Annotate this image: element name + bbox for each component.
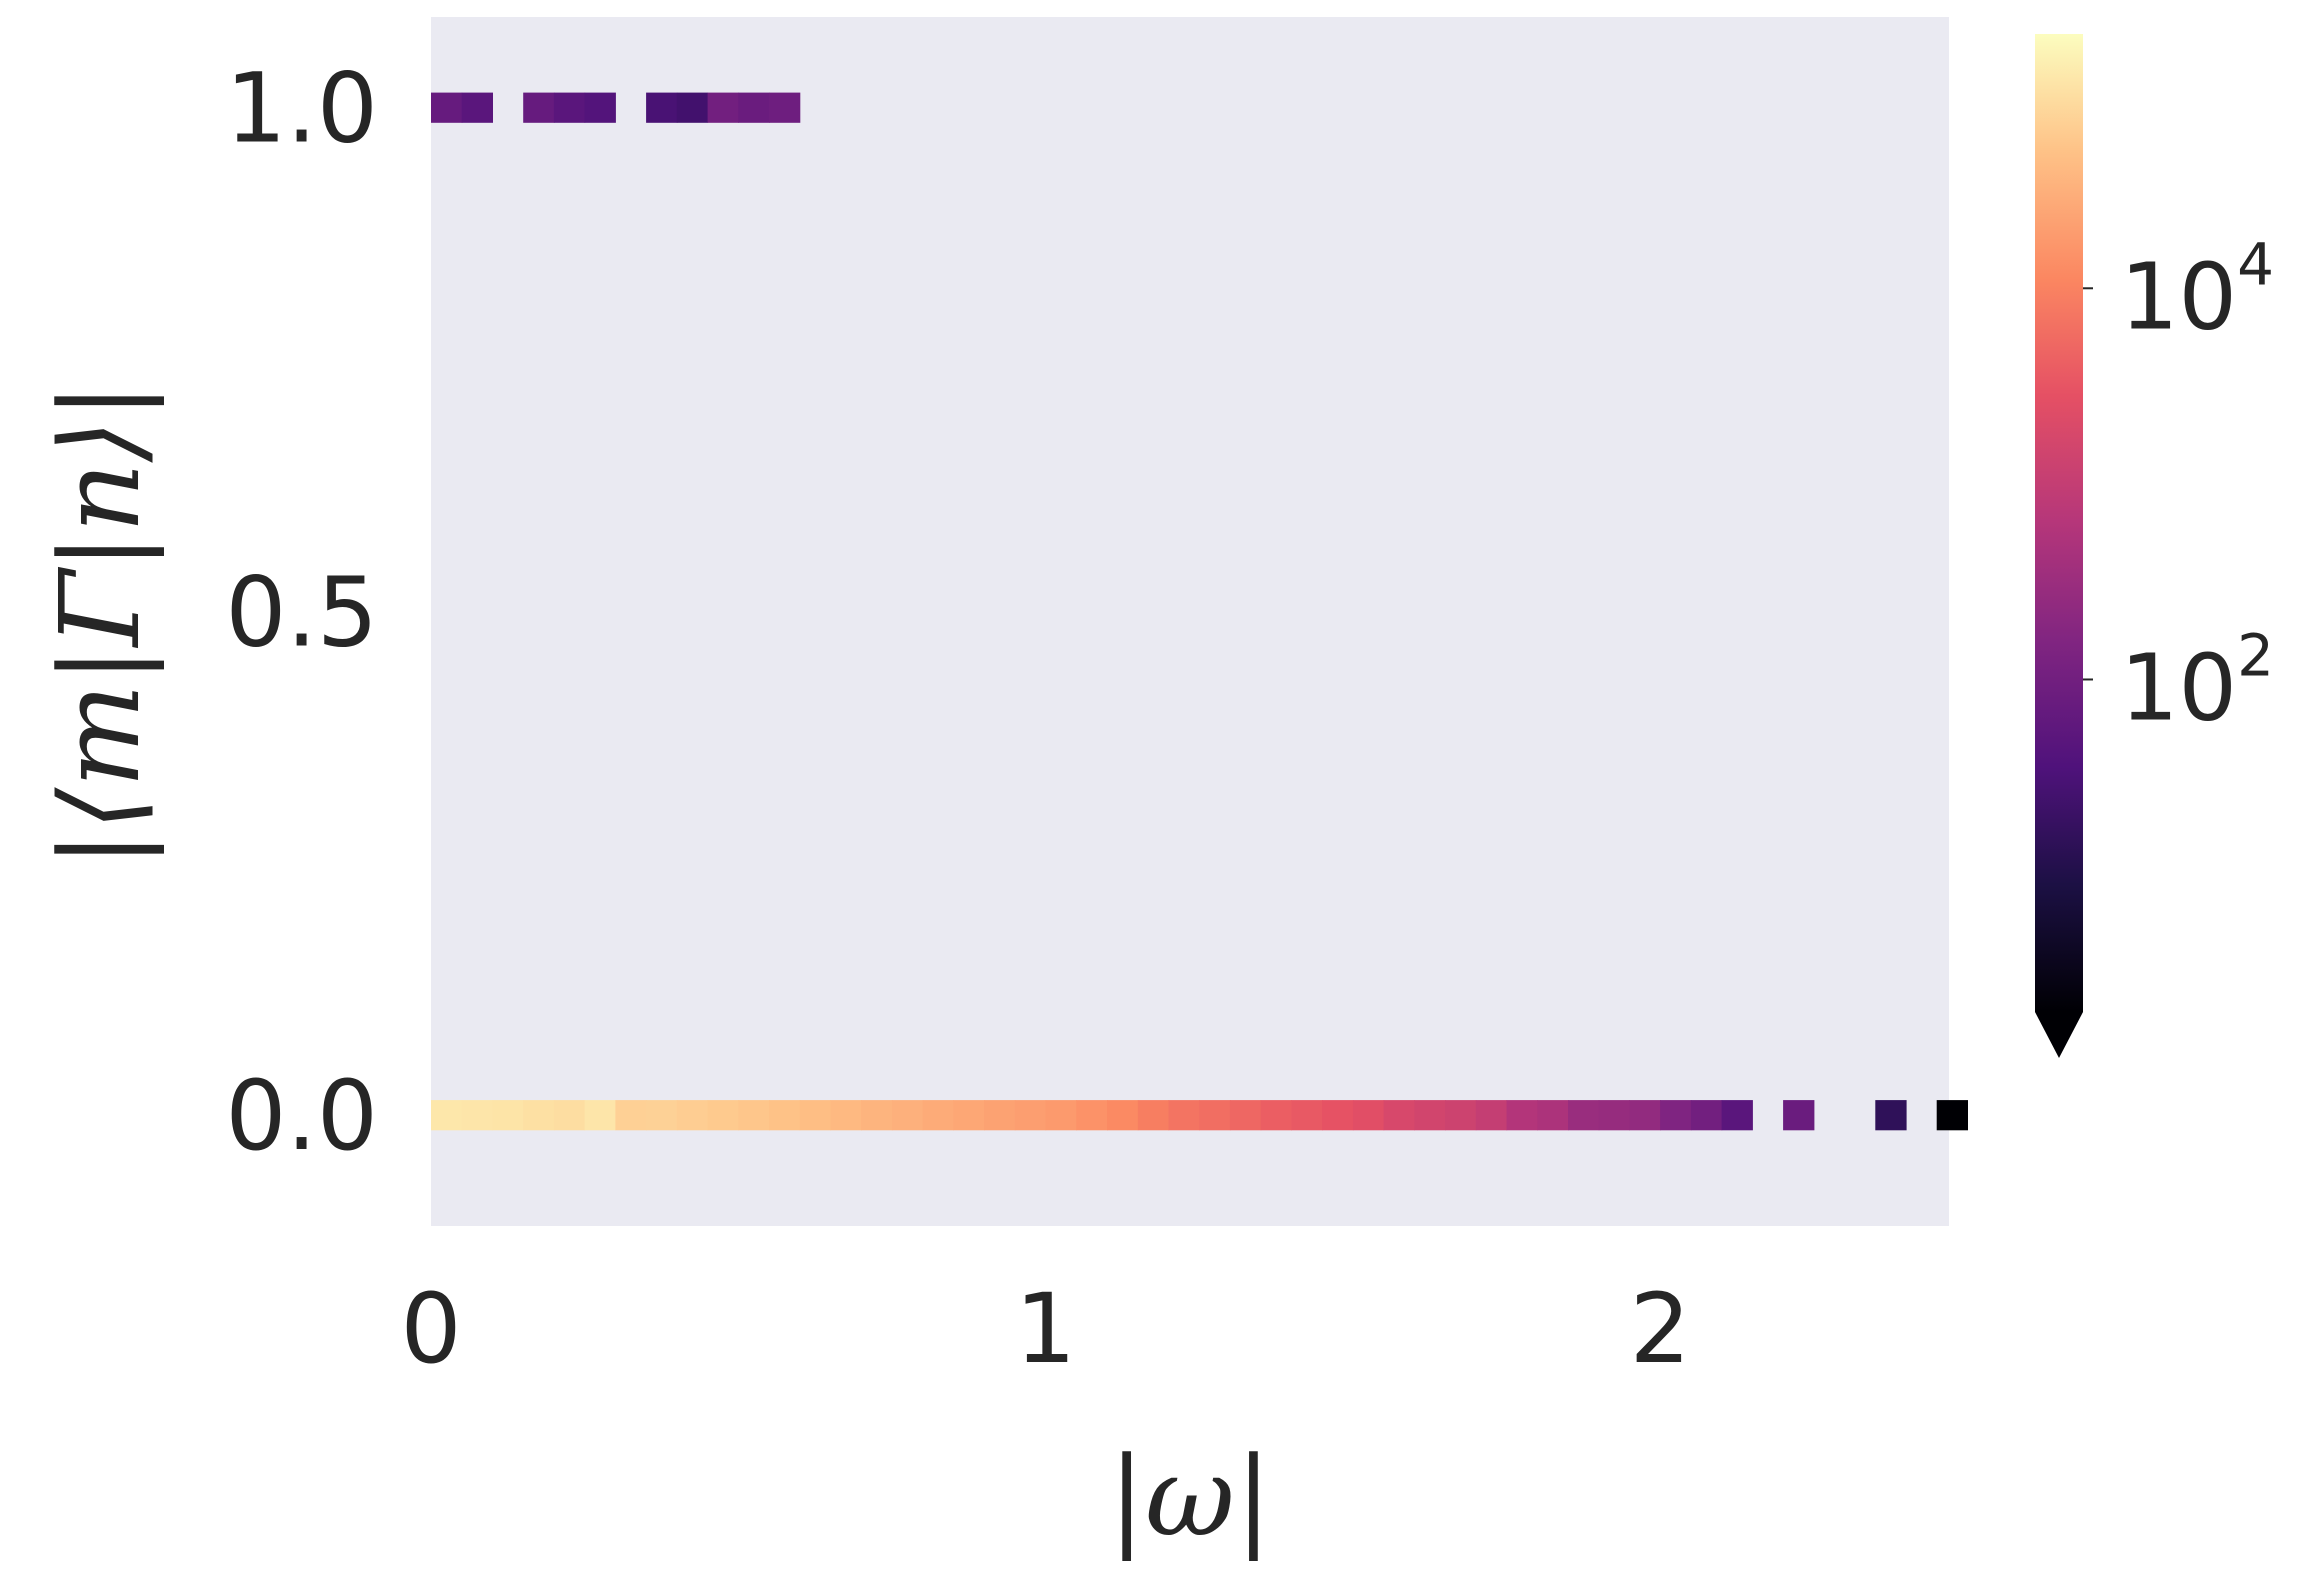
heatmap-cell (431, 1100, 463, 1131)
heatmap-cell (922, 1100, 954, 1131)
heatmap-cell (1629, 1100, 1661, 1131)
heatmap-cell (953, 1100, 985, 1131)
heatmap-cell (615, 1100, 647, 1131)
heatmap-cell (1475, 1100, 1508, 1131)
heatmap-cell (1936, 1100, 1968, 1131)
heatmap-cell (553, 1100, 586, 1131)
heatmap-cell (1875, 1100, 1907, 1131)
heatmap-cell (799, 1100, 831, 1131)
colorbar-ticks: 102 104 (2083, 230, 2274, 741)
heatmap-cell (1383, 1100, 1415, 1131)
y-tick-label: 0.0 (225, 1060, 378, 1172)
heatmap-cell (738, 92, 770, 123)
heatmap-cell (1660, 1100, 1692, 1131)
heatmap-cell (1137, 1100, 1170, 1131)
heatmap-cell (1229, 1100, 1262, 1131)
heatmap-cell (1076, 1100, 1108, 1131)
heatmap-cell (707, 1100, 739, 1131)
heatmap-cell (523, 92, 555, 123)
heatmap-cell (553, 92, 586, 123)
x-axis-label: |ω| (1108, 1433, 1272, 1561)
heatmap-cell (584, 92, 616, 123)
heatmap-cells (431, 92, 1968, 1131)
heatmap-cell (646, 92, 678, 123)
heatmap-cell (1045, 1100, 1077, 1131)
x-tick-label: 0 (400, 1273, 461, 1385)
heatmap-cell (861, 1100, 893, 1131)
heatmap-cell (1260, 1100, 1292, 1131)
heatmap-cell (1690, 1100, 1723, 1131)
colorbar-tick-label: 102 (2120, 621, 2274, 741)
heatmap-cell (1322, 1100, 1354, 1131)
colorbar-gradient (2035, 34, 2083, 1012)
heatmap-cell (1598, 1100, 1630, 1131)
x-tick-label: 1 (1015, 1273, 1076, 1385)
x-tick-label: 2 (1630, 1273, 1691, 1385)
heatmap-cell (1199, 1100, 1231, 1131)
y-tick-label: 1.0 (225, 53, 378, 165)
heatmap-cell (1414, 1100, 1446, 1131)
heatmap-cell (1107, 1100, 1139, 1131)
heatmap-cell (1568, 1100, 1600, 1131)
plot-area (431, 17, 1949, 1226)
heatmap-cell (676, 92, 709, 123)
colorbar: 102 104 (2035, 34, 2274, 1058)
heatmap-cell (1445, 1100, 1477, 1131)
heatmap-cell (707, 92, 739, 123)
y-tick-label: 0.5 (225, 556, 378, 668)
y-axis-ticks: 0.0 0.5 1.0 (225, 53, 378, 1173)
heatmap-cell (1506, 1100, 1538, 1131)
heatmap-cell (769, 92, 801, 123)
heatmap-cell (1168, 1100, 1200, 1131)
heatmap-cell (984, 1100, 1016, 1131)
colorbar-extend-min-triangle (2035, 1012, 2083, 1058)
heatmap-cell (738, 1100, 770, 1131)
heatmap-cell (492, 1100, 524, 1131)
heatmap-cell (1537, 1100, 1569, 1131)
heatmap-cell (461, 92, 493, 123)
heatmap-cell (1721, 1100, 1753, 1131)
heatmap-cell (461, 1100, 493, 1131)
heatmap-cell (523, 1100, 555, 1131)
x-axis-ticks: 0 1 2 (400, 1273, 1690, 1385)
heatmap-cell (1352, 1100, 1385, 1131)
heatmap-cell (1014, 1100, 1047, 1131)
heatmap-cell (891, 1100, 924, 1131)
heatmap-cell (584, 1100, 616, 1131)
heatmap-cell (1783, 1100, 1815, 1131)
heatmap-cell (676, 1100, 709, 1131)
heatmap-cell (646, 1100, 678, 1131)
heatmap-cell (431, 92, 463, 123)
heatmap-cell (830, 1100, 862, 1131)
colorbar-tick-label: 104 (2120, 230, 2274, 350)
heatmap-cell (1291, 1100, 1323, 1131)
y-axis-label: |⟨m|Γ|n⟩| (36, 382, 164, 868)
heatmap-cell (769, 1100, 801, 1131)
